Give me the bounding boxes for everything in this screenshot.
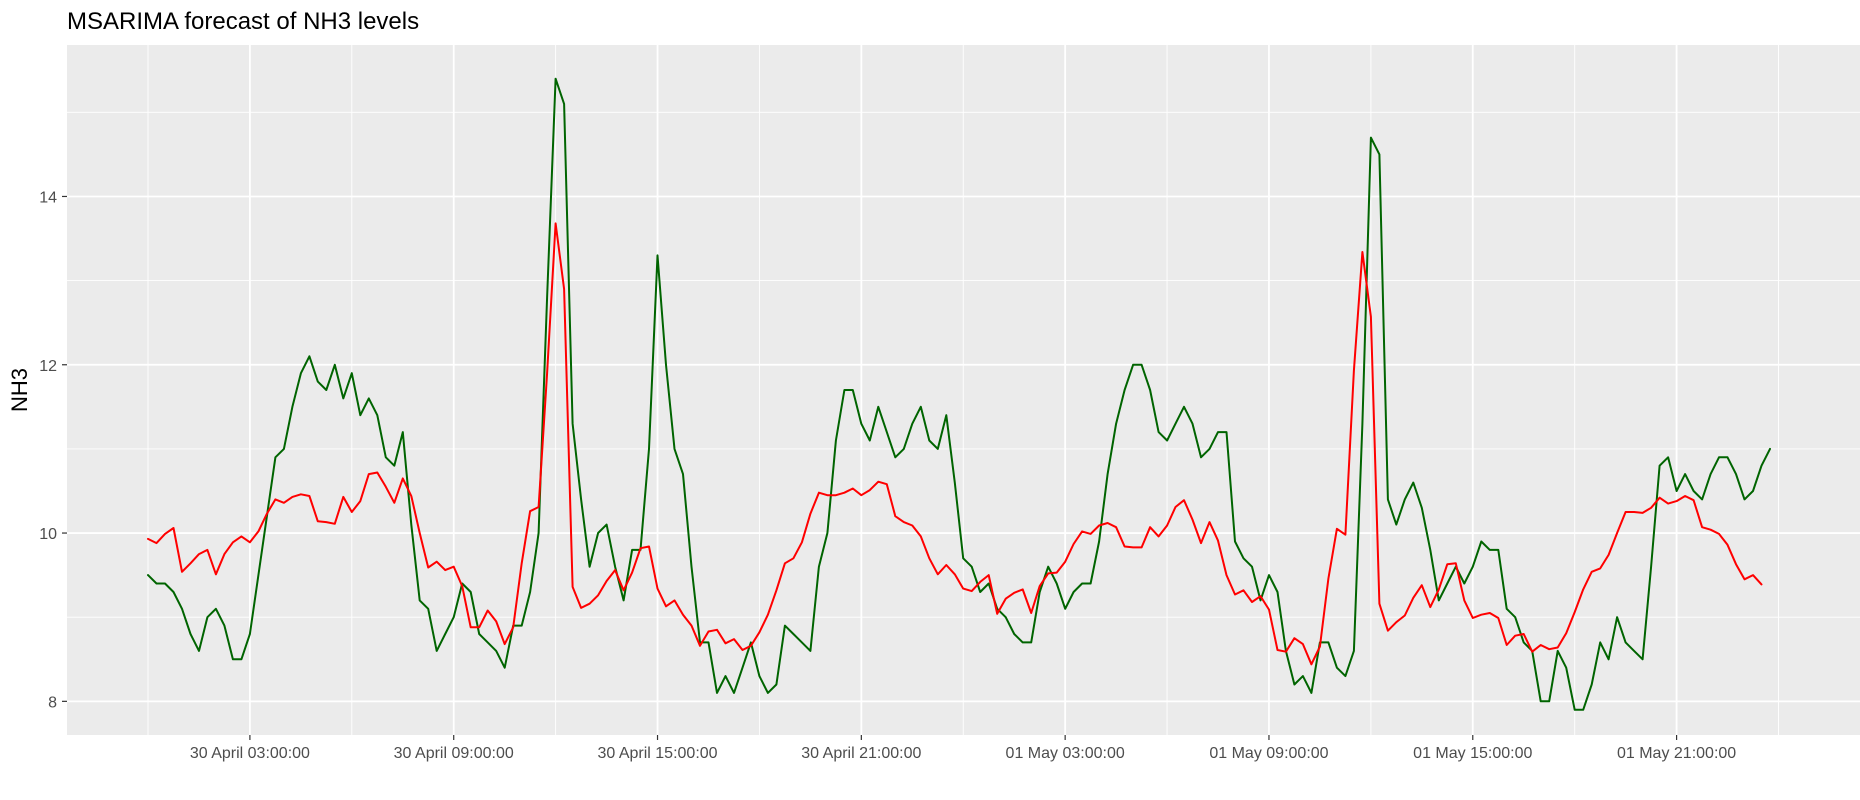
- x-tick-label: 01 May 09:00:00: [1209, 745, 1328, 762]
- y-tick-label: 10: [39, 526, 57, 543]
- x-tick-label: 30 April 03:00:00: [190, 745, 310, 762]
- y-axis-label: NH3: [7, 368, 32, 412]
- chart-title: MSARIMA forecast of NH3 levels: [67, 8, 419, 35]
- y-tick-label: 8: [48, 694, 57, 711]
- y-axis: 8 10 12 14: [39, 189, 67, 711]
- y-tick-label: 14: [39, 189, 57, 206]
- x-tick-label: 30 April 09:00:00: [394, 745, 514, 762]
- series-line-green: [147, 77, 1771, 711]
- series-layer: [147, 77, 1771, 711]
- x-tick-label: 30 April 21:00:00: [801, 745, 921, 762]
- x-tick-label: 01 May 03:00:00: [1006, 745, 1125, 762]
- x-axis: 30 April 03:00:00 30 April 09:00:00 30 Apr…: [190, 735, 1736, 762]
- x-tick-label: 30 April 15:00:00: [597, 745, 717, 762]
- series-line-red: [147, 222, 1763, 666]
- x-tick-label: 01 May 21:00:00: [1617, 745, 1736, 762]
- grid: [67, 45, 1860, 735]
- x-tick-label: 01 May 15:00:00: [1413, 745, 1532, 762]
- y-tick-label: 12: [39, 358, 57, 375]
